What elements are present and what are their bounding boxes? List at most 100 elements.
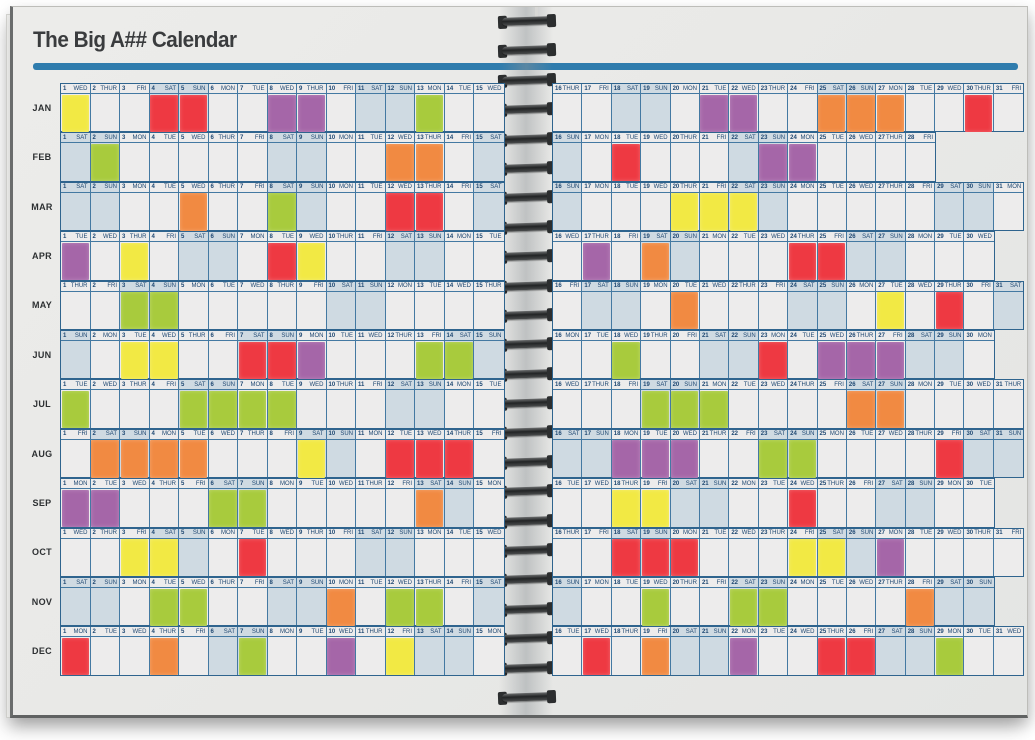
day-cell-body <box>238 292 267 329</box>
day-cell-body <box>759 193 787 230</box>
weekday-label: FRI <box>166 381 176 388</box>
weekday-label: FRI <box>657 480 668 487</box>
day-cell-header: 9 THUR <box>297 84 326 94</box>
day-cell-oct-28: 28 TUE <box>905 528 936 576</box>
day-cell-body <box>297 143 326 180</box>
event-sticker-orange <box>179 440 207 478</box>
day-cell-may-22: 22 THUR <box>729 281 759 329</box>
weekday-label: TUE <box>429 283 442 290</box>
day-number: 12 <box>387 134 395 141</box>
day-cell-body <box>729 539 757 576</box>
weekday-label: TUE <box>949 233 962 240</box>
spiral-ring <box>497 454 557 470</box>
weekday-label: SUN <box>743 332 756 339</box>
day-cell-header: 24 SAT <box>788 282 817 292</box>
weekday-label: MON <box>800 184 815 191</box>
day-cell-header: 16 TUE <box>553 627 582 638</box>
day-number: 20 <box>672 381 680 388</box>
day-cell-body <box>964 588 993 625</box>
weekday-label: FRI <box>372 381 383 388</box>
day-cell-body <box>386 94 415 131</box>
day-cell-body <box>729 341 757 378</box>
day-cell-nov-29: 29 SAT <box>935 578 965 626</box>
day-cell-body <box>297 242 326 281</box>
day-cell-body <box>671 637 699 674</box>
day-cell-header: 19 THUR <box>641 331 670 341</box>
day-cell-header: 2 SUN <box>90 183 119 193</box>
weekday-label: WED <box>918 283 933 290</box>
day-cell-oct-14: 14 TUE <box>444 528 474 576</box>
event-sticker-green <box>415 341 443 379</box>
day-number: 6 <box>210 332 214 339</box>
month-row-sep-right: 16 TUE 17 WED 18 THUR 19 FRI 20 SAT 21 SUN 22 MON 23 TU… <box>552 478 995 528</box>
event-sticker-red <box>415 193 443 231</box>
day-cell-feb-15: 15 SAT <box>474 133 504 181</box>
day-number: 12 <box>387 332 395 339</box>
day-number: 25 <box>819 381 827 388</box>
weekday-label: SAT <box>979 431 991 438</box>
weekday-label: TUE <box>978 628 991 635</box>
day-number: 14 <box>446 85 454 92</box>
day-number: 26 <box>848 579 856 586</box>
day-number: 28 <box>907 85 915 92</box>
day-cell-body <box>386 341 415 378</box>
day-cell-header: 24 SUN <box>788 430 817 440</box>
day-cell-jul-5: 5 SAT <box>179 380 209 429</box>
day-number: 28 <box>907 530 915 537</box>
day-cell-body <box>268 539 297 576</box>
day-cell-body <box>356 242 385 279</box>
weekday-label: TUE <box>252 530 265 537</box>
weekday-label: TUE <box>979 480 992 487</box>
day-cell-body <box>356 94 385 131</box>
day-cell-body <box>91 193 120 230</box>
day-cell-body <box>935 94 963 131</box>
title-accent-bar <box>33 63 1018 70</box>
day-cell-body <box>91 292 120 329</box>
weekday-label: WED <box>368 332 383 339</box>
day-cell-jun-24: 24 TUE <box>788 331 818 379</box>
day-cell-body <box>876 440 904 477</box>
day-cell-header: 29 TUE <box>935 380 964 391</box>
day-cell-header: 6 THUR <box>208 133 237 144</box>
day-number: 26 <box>848 480 856 487</box>
day-cell-header: 15 MON <box>474 627 504 638</box>
weekday-label: TUE <box>831 134 844 141</box>
day-cell-header: 22 TUE <box>729 232 758 243</box>
day-cell-feb-26: 26 WED <box>846 133 877 181</box>
day-number: 9 <box>299 283 303 290</box>
day-cell-mar-22: 22 SAT <box>729 182 759 231</box>
month-row-may-left: 1 THUR 2 FRI 3 SAT 4 SUN 5 MON 6 TUE 7 WED 8 THUR 9 FRI 10… <box>60 280 505 330</box>
weekday-label: THUR <box>827 628 844 635</box>
day-cell-body <box>964 440 992 477</box>
day-cell-body <box>906 588 934 626</box>
day-cell-header: 27 MON <box>876 84 905 94</box>
day-cell-header: 9 WED <box>297 232 326 243</box>
day-cell-header: 14 TUE <box>444 529 473 539</box>
day-cell-jul-16: 16 WED <box>553 380 583 428</box>
day-number: 28 <box>907 233 915 240</box>
day-cell-body <box>553 539 581 576</box>
weekday-label: SUN <box>222 381 235 388</box>
day-number: 27 <box>878 579 885 586</box>
event-sticker-orange <box>641 637 670 676</box>
weekday-label: THUR <box>592 233 609 240</box>
weekday-label: THUR <box>277 283 294 290</box>
day-cell-header: 27 SAT <box>876 627 905 638</box>
day-cell-header: 22 SAT <box>729 133 758 144</box>
event-sticker-yellow <box>61 94 89 132</box>
weekday-label: SAT <box>744 134 756 141</box>
day-number: 27 <box>878 381 885 388</box>
weekday-label: FRI <box>107 283 117 290</box>
day-cell-header: 22 FRI <box>729 430 758 440</box>
day-cell-nov-24: 24 MON <box>788 578 818 626</box>
spiral-ring <box>497 572 557 588</box>
day-cell-jun-2: 2 MON <box>90 331 120 379</box>
month-row-jul-left: 1 TUE 2 WED 3 THUR 4 FRI 5 SAT 6 SUN 7 MON 8 TUE 9 WED 10 T… <box>60 379 505 429</box>
day-cell-body <box>553 143 581 180</box>
day-cell-header: 25 FRI <box>817 232 846 243</box>
day-number: 5 <box>181 332 185 339</box>
weekday-label: WED <box>977 233 992 240</box>
day-cell-body <box>268 588 297 625</box>
day-cell-nov-13: 13 THUR <box>415 578 445 626</box>
day-cell-header: 1 SUN <box>61 331 90 341</box>
